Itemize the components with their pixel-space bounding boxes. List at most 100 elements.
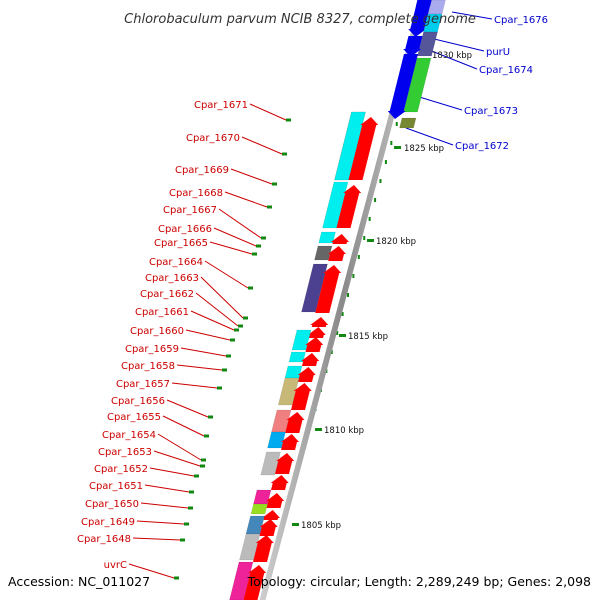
feature-tick (200, 464, 205, 468)
gene-label-cpar-1655[interactable]: Cpar_1655 (107, 412, 161, 423)
gene-box (250, 503, 268, 515)
gene-label-cpar-1661[interactable]: Cpar_1661 (135, 307, 189, 318)
label-connectors (128, 11, 493, 580)
feature-track (229, 0, 446, 600)
scale-dot (330, 350, 333, 354)
feature-tick (267, 205, 272, 209)
feature-tick (222, 368, 227, 372)
scale-major-tick (292, 523, 299, 526)
gene-arrow-forward (259, 519, 278, 536)
gene-label-cpar-1663[interactable]: Cpar_1663 (145, 273, 199, 284)
label-connector-left (249, 103, 287, 121)
label-connector-left (224, 191, 268, 208)
label-connector-left (140, 502, 189, 509)
label-connector-left (128, 563, 175, 579)
feature-tick (252, 252, 257, 256)
scale-dot (341, 312, 344, 316)
feature-tick (238, 324, 243, 328)
label-connector-left (204, 260, 249, 289)
scale-dot (374, 198, 377, 202)
scale-dot (395, 122, 398, 126)
gene-label-cpar-1664[interactable]: Cpar_1664 (149, 257, 203, 268)
scale-label-1825: 1825 kbp (404, 144, 444, 154)
gene-label-cpar-1658[interactable]: Cpar_1658 (121, 361, 175, 372)
scale-major-tick (315, 428, 322, 431)
scale-major-tick (367, 239, 374, 242)
gene-arrow-reverse (408, 0, 432, 37)
label-connector-left (195, 292, 239, 327)
feature-tick (286, 118, 291, 122)
feature-tick (226, 354, 231, 358)
scale-label-1815: 1815 kbp (348, 332, 388, 342)
right-gene-labels: Cpar_1676 purU Cpar_1674 Cpar_1673 Cpar_… (455, 15, 548, 152)
label-connector-left (176, 364, 223, 371)
feature-tick (234, 328, 239, 332)
gene-label-cpar-1665[interactable]: Cpar_1665 (154, 238, 208, 249)
feature-tick (230, 338, 235, 342)
gene-label-puru[interactable]: purU (486, 47, 510, 58)
label-connector-left (180, 347, 227, 357)
gene-label-cpar-1672[interactable]: Cpar_1672 (455, 141, 509, 152)
left-gene-labels: Cpar_1671 Cpar_1670 Cpar_1669 Cpar_1668 … (77, 100, 248, 571)
gene-label-cpar-1650[interactable]: Cpar_1650 (85, 499, 139, 510)
gene-arrow-forward (270, 475, 289, 490)
scale-dot (384, 160, 387, 164)
gene-label-cpar-1668[interactable]: Cpar_1668 (169, 188, 223, 199)
gene-label-cpar-1649[interactable]: Cpar_1649 (81, 517, 135, 528)
scale-dot (368, 217, 371, 221)
gene-label-cpar-1669[interactable]: Cpar_1669 (175, 165, 229, 176)
feature-tick (201, 458, 206, 462)
gene-label-cpar-1653[interactable]: Cpar_1653 (98, 447, 152, 458)
genome-backbone (259, 0, 426, 600)
label-connector-left (153, 450, 201, 467)
gene-label-cpar-1671[interactable]: Cpar_1671 (194, 100, 248, 111)
gene-label-cpar-1660[interactable]: Cpar_1660 (130, 326, 184, 337)
gene-arrow-forward (281, 434, 299, 450)
scale-major-tick (339, 334, 346, 337)
label-connector-left (200, 276, 244, 319)
gene-label-cpar-1656[interactable]: Cpar_1656 (111, 396, 165, 407)
gene-box (260, 451, 281, 476)
gene-label-cpar-1667[interactable]: Cpar_1667 (163, 205, 217, 216)
gene-label-cpar-1659[interactable]: Cpar_1659 (125, 344, 179, 355)
gene-arrow-forward (315, 265, 342, 313)
scale-labels: 1805 kbp 1810 kbp 1815 kbp 1820 kbp 1825… (301, 51, 472, 531)
gene-arrow-forward (262, 510, 280, 520)
gene-label-cpar-1676[interactable]: Cpar_1676 (494, 15, 548, 26)
gene-arrow-forward (331, 234, 349, 244)
gene-arrow-forward (305, 337, 324, 352)
gene-arrow-reverse (387, 54, 418, 119)
label-connector-left (218, 208, 262, 239)
feature-tick (256, 244, 261, 248)
gene-arrow-forward (285, 412, 305, 433)
scale-label-1820: 1820 kbp (376, 237, 416, 247)
gene-label-cpar-1662[interactable]: Cpar_1662 (140, 289, 194, 300)
feature-tick (208, 415, 213, 419)
label-connector-left (166, 399, 209, 418)
gene-arrow-forward (297, 367, 316, 382)
gene-arrow-forward (328, 246, 346, 261)
feature-tick (184, 522, 189, 526)
gene-label-cpar-1657[interactable]: Cpar_1657 (116, 379, 170, 390)
gene-label-cpar-1652[interactable]: Cpar_1652 (94, 464, 148, 475)
gene-box (229, 561, 254, 600)
gene-label-cpar-1674[interactable]: Cpar_1674 (479, 65, 533, 76)
label-connector-left (241, 136, 283, 155)
gene-arrow-forward (275, 453, 295, 474)
scale-dot (336, 331, 339, 335)
gene-label-cpar-1673[interactable]: Cpar_1673 (464, 106, 518, 117)
label-connector-right (451, 11, 493, 20)
scale-dot (346, 293, 349, 297)
feature-tick (204, 434, 209, 438)
label-connector-left (171, 382, 218, 389)
gene-label-cpar-1651[interactable]: Cpar_1651 (89, 481, 143, 492)
gene-label-cpar-1666[interactable]: Cpar_1666 (158, 224, 212, 235)
gene-label-cpar-1648[interactable]: Cpar_1648 (77, 534, 131, 545)
gene-label-uvrc[interactable]: uvrC (104, 560, 127, 571)
gene-label-cpar-1670[interactable]: Cpar_1670 (186, 133, 240, 144)
gene-label-cpar-1654[interactable]: Cpar_1654 (102, 430, 156, 441)
feature-tick (217, 386, 222, 390)
gene-arrow-forward (291, 383, 312, 410)
